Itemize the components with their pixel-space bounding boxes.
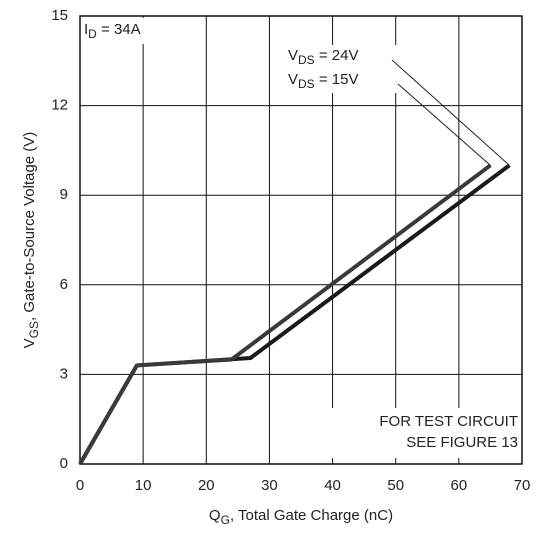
label-bg <box>82 18 172 44</box>
x-tick-label: 20 <box>198 477 215 494</box>
y-axis-label-sub: GS <box>27 321 41 338</box>
condition-label-main: I <box>84 21 88 38</box>
y-tick-label: 15 <box>51 7 68 24</box>
legend-label: VDS = 24V <box>288 47 358 67</box>
legend-label: VDS = 15V <box>288 71 358 91</box>
plot-frame <box>79 15 523 465</box>
condition-label-sub: D <box>88 27 97 41</box>
legend-label-rest: = 15V <box>315 71 359 88</box>
x-axis-label: QG, Total Gate Charge (nC) <box>209 507 393 527</box>
y-axis-label: VGS, Gate-to-Source Voltage (V) <box>21 132 41 349</box>
x-tick-label: 30 <box>261 477 278 494</box>
y-tick-label: 9 <box>60 186 68 203</box>
series-line <box>78 163 492 465</box>
legend-bg <box>284 69 400 93</box>
legend-label-sub: DS <box>298 53 315 67</box>
condition-label: ID = 34A <box>84 21 141 41</box>
x-tick-label: 10 <box>135 477 152 494</box>
legend-label-sub: DS <box>298 77 315 91</box>
note-text: FOR TEST CIRCUIT <box>379 413 518 430</box>
note-text: SEE FIGURE 13 <box>406 434 518 451</box>
condition-label-rest: = 34A <box>97 21 141 38</box>
x-tick-label: 60 <box>451 477 468 494</box>
y-axis-label-main: V <box>21 338 38 348</box>
legend-label-main: V <box>288 71 298 88</box>
x-axis-label-main: Q <box>209 507 221 524</box>
legend-label-main: V <box>288 47 298 64</box>
y-tick-label: 3 <box>60 365 68 382</box>
note-bg <box>330 408 520 458</box>
x-axis-label-rest: , Total Gate Charge (nC) <box>230 507 393 524</box>
y-axis-label-rest: , Gate-to-Source Voltage (V) <box>21 132 38 321</box>
x-tick-label: 70 <box>514 477 531 494</box>
y-tick-label: 6 <box>60 276 68 293</box>
x-axis-label-sub: G <box>221 513 230 527</box>
leader-line <box>397 83 491 166</box>
x-tick-label: 50 <box>387 477 404 494</box>
x-tick-label: 40 <box>324 477 341 494</box>
x-tick-label: 0 <box>76 477 84 494</box>
legend-label-rest: = 24V <box>315 47 359 64</box>
leader-line <box>391 59 510 166</box>
legend-bg <box>284 45 400 69</box>
y-tick-label: 12 <box>51 97 68 114</box>
y-tick-label: 0 <box>60 455 68 472</box>
